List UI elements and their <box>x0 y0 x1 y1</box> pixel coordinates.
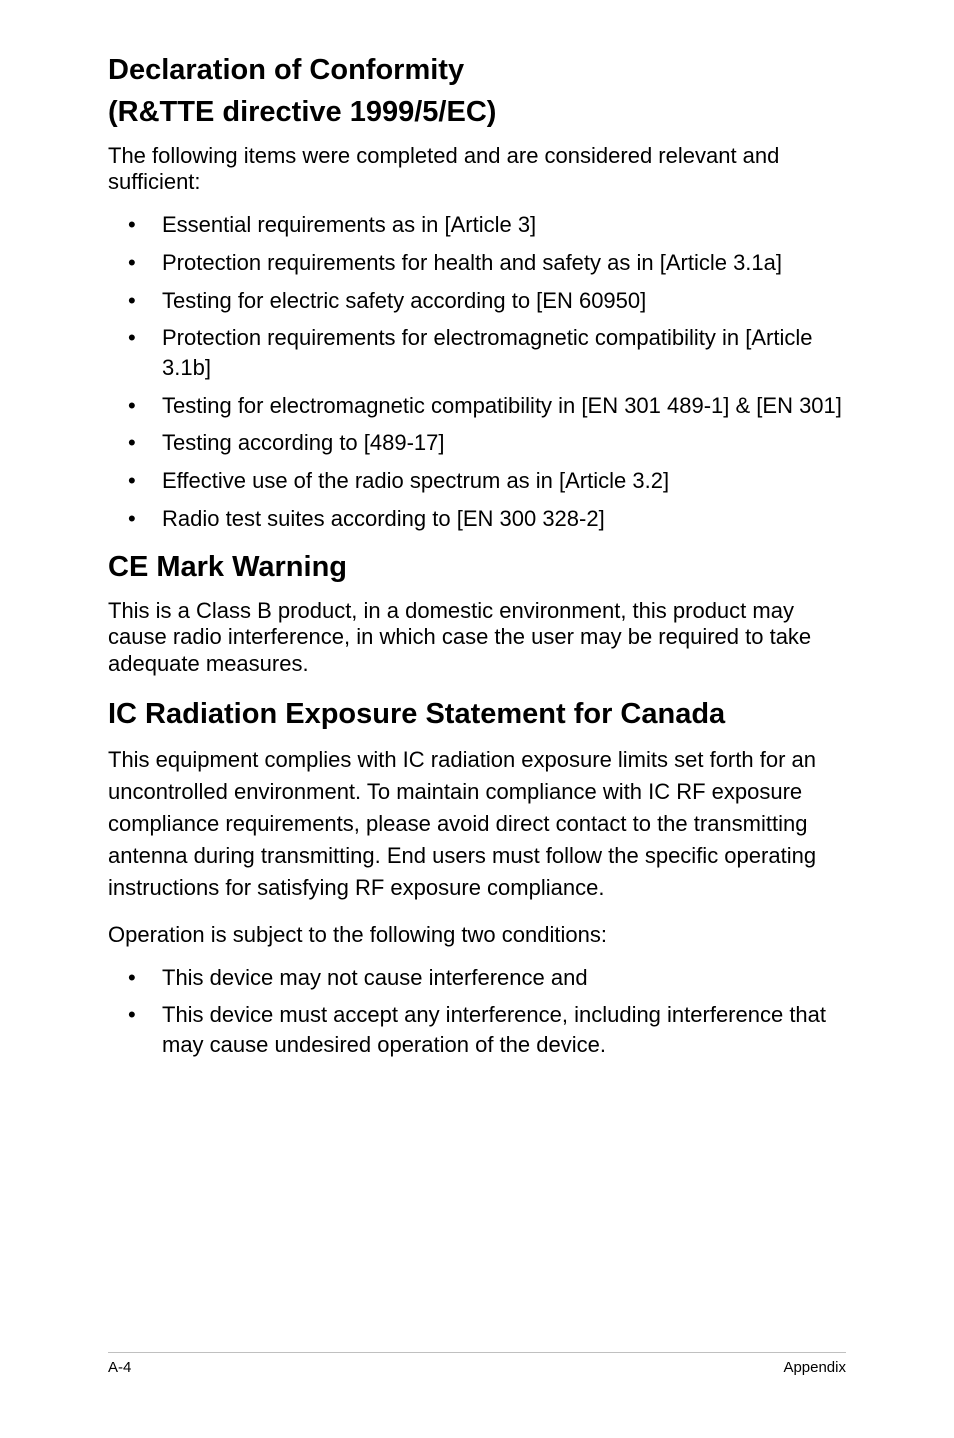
ce-mark-body: This is a Class B product, in a domestic… <box>108 598 846 678</box>
ce-mark-title: CE Mark Warning <box>108 549 846 585</box>
ic-radiation-body2: Operation is subject to the following tw… <box>108 922 846 949</box>
list-item: Testing for electromagnetic compatibilit… <box>108 391 846 421</box>
list-item: Effective use of the radio spectrum as i… <box>108 466 846 496</box>
list-item: Protection requirements for health and s… <box>108 248 846 278</box>
ic-radiation-title: IC Radiation Exposure Statement for Cana… <box>108 696 846 732</box>
ic-radiation-body1: This equipment complies with IC radiatio… <box>108 744 846 903</box>
list-item: Testing for electric safety according to… <box>108 286 846 316</box>
list-item: Testing according to [489-17] <box>108 428 846 458</box>
list-item: Radio test suites according to [EN 300 3… <box>108 504 846 534</box>
list-item: This device may not cause interference a… <box>108 963 846 993</box>
declaration-title-line2: (R&TTE directive 1999/5/EC) <box>108 94 846 130</box>
list-item: Protection requirements for electromagne… <box>108 323 846 382</box>
ic-radiation-list: This device may not cause interference a… <box>108 963 846 1060</box>
declaration-list: Essential requirements as in [Article 3]… <box>108 210 846 533</box>
page-number: A-4 <box>108 1359 131 1376</box>
footer-section-name: Appendix <box>783 1359 846 1376</box>
declaration-title-line1: Declaration of Conformity <box>108 52 846 88</box>
page-container: Declaration of Conformity (R&TTE directi… <box>0 0 954 1438</box>
declaration-intro: The following items were completed and a… <box>108 143 846 197</box>
page-footer: A-4 Appendix <box>108 1352 846 1376</box>
list-item: Essential requirements as in [Article 3] <box>108 210 846 240</box>
list-item: This device must accept any interference… <box>108 1000 846 1059</box>
